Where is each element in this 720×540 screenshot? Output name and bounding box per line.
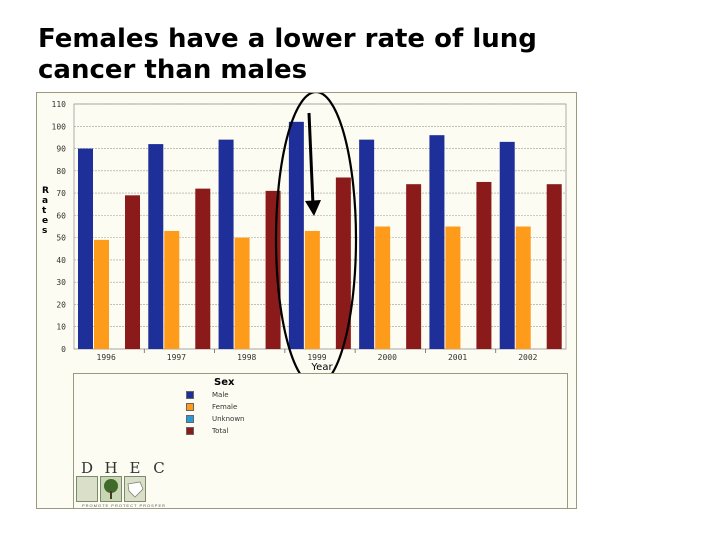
y-tick-label: 0	[61, 345, 66, 354]
bar-female-2000	[375, 226, 391, 349]
plot-area	[73, 103, 567, 350]
bar-male-1999	[288, 121, 304, 350]
logo-letter-h: H	[104, 459, 118, 477]
logo-tagline: PROMOTE PROTECT PROSPER	[81, 503, 167, 508]
legend-title: Sex	[214, 377, 235, 388]
y-tick-label: 100	[52, 122, 67, 131]
logo-tile-people-icon	[76, 476, 98, 502]
legend-swatch-male	[186, 391, 194, 399]
x-tick-label: 1997	[167, 353, 186, 362]
bar-total-1997	[195, 188, 211, 349]
annotation-arrow-head	[305, 200, 321, 216]
logo-letter-e: E	[129, 459, 141, 477]
bar-female-1997	[164, 230, 180, 349]
legend-swatch-unknown	[186, 415, 194, 423]
legend: Sex Male Female Unknown Total D H E C	[73, 373, 568, 509]
y-tick-label: 30	[56, 278, 66, 287]
bar-female-2002	[515, 226, 531, 349]
y-axis-label-letter: e	[42, 216, 48, 226]
dhec-logo: D H E C PROMOTE PROTECT PROSPER	[74, 459, 174, 509]
x-tick-label: 1998	[237, 353, 256, 362]
state-map-icon	[127, 481, 144, 498]
bar-female-1998	[234, 237, 250, 349]
x-tick-label: 2001	[448, 353, 467, 362]
logo-tile-state-icon	[124, 476, 146, 502]
x-tick-label: 1996	[97, 353, 116, 362]
bar-total-2002	[546, 184, 562, 349]
bar-total-1996	[125, 195, 140, 349]
legend-label-total: Total	[212, 427, 229, 435]
bar-total-2000	[406, 184, 422, 349]
bar-total-2001	[476, 181, 492, 349]
legend-label-unknown: Unknown	[212, 415, 245, 423]
y-tick-label: 80	[56, 167, 66, 176]
bar-female-2001	[445, 226, 461, 349]
bar-male-1997	[148, 144, 164, 349]
logo-letter-c: C	[153, 459, 165, 477]
y-axis-label-letter: s	[42, 226, 47, 236]
legend-swatch-female	[186, 403, 194, 411]
bar-male-2001	[429, 135, 445, 349]
y-tick-label: 20	[56, 300, 66, 309]
legend-label-female: Female	[212, 403, 238, 411]
bar-total-1999	[335, 177, 351, 349]
bar-male-1996	[78, 148, 93, 349]
x-tick-label: 1999	[307, 353, 326, 362]
bar-total-1998	[265, 190, 281, 349]
slide-title: Females have a lower rate of lung cancer…	[38, 24, 537, 85]
y-tick-label: 60	[56, 211, 66, 220]
logo-letter-d: D	[80, 459, 94, 477]
bar-male-1998	[218, 139, 234, 349]
tree-icon	[104, 479, 118, 499]
logo-tile-tree-icon	[100, 476, 122, 502]
y-tick-label: 40	[56, 256, 66, 265]
y-tick-label: 10	[56, 323, 66, 332]
y-axis-label-letter: a	[42, 196, 48, 206]
y-axis-label-letter: t	[42, 206, 47, 216]
bar-female-1996	[94, 239, 109, 349]
y-tick-label: 90	[56, 145, 66, 154]
y-tick-label: 50	[56, 234, 66, 243]
legend-label-male: Male	[212, 391, 229, 399]
annotation-arrow-shaft	[307, 112, 315, 206]
y-tick-label: 70	[56, 189, 66, 198]
bar-male-2002	[499, 141, 515, 349]
x-axis-title: Year	[310, 362, 333, 373]
bar-male-2000	[359, 139, 375, 349]
y-tick-label: 110	[52, 100, 67, 109]
legend-swatch-total	[186, 427, 194, 435]
y-axis-label-letter: R	[42, 186, 49, 196]
bar-female-1999	[304, 230, 320, 349]
x-tick-label: 2000	[378, 353, 397, 362]
x-tick-label: 2002	[518, 353, 537, 362]
